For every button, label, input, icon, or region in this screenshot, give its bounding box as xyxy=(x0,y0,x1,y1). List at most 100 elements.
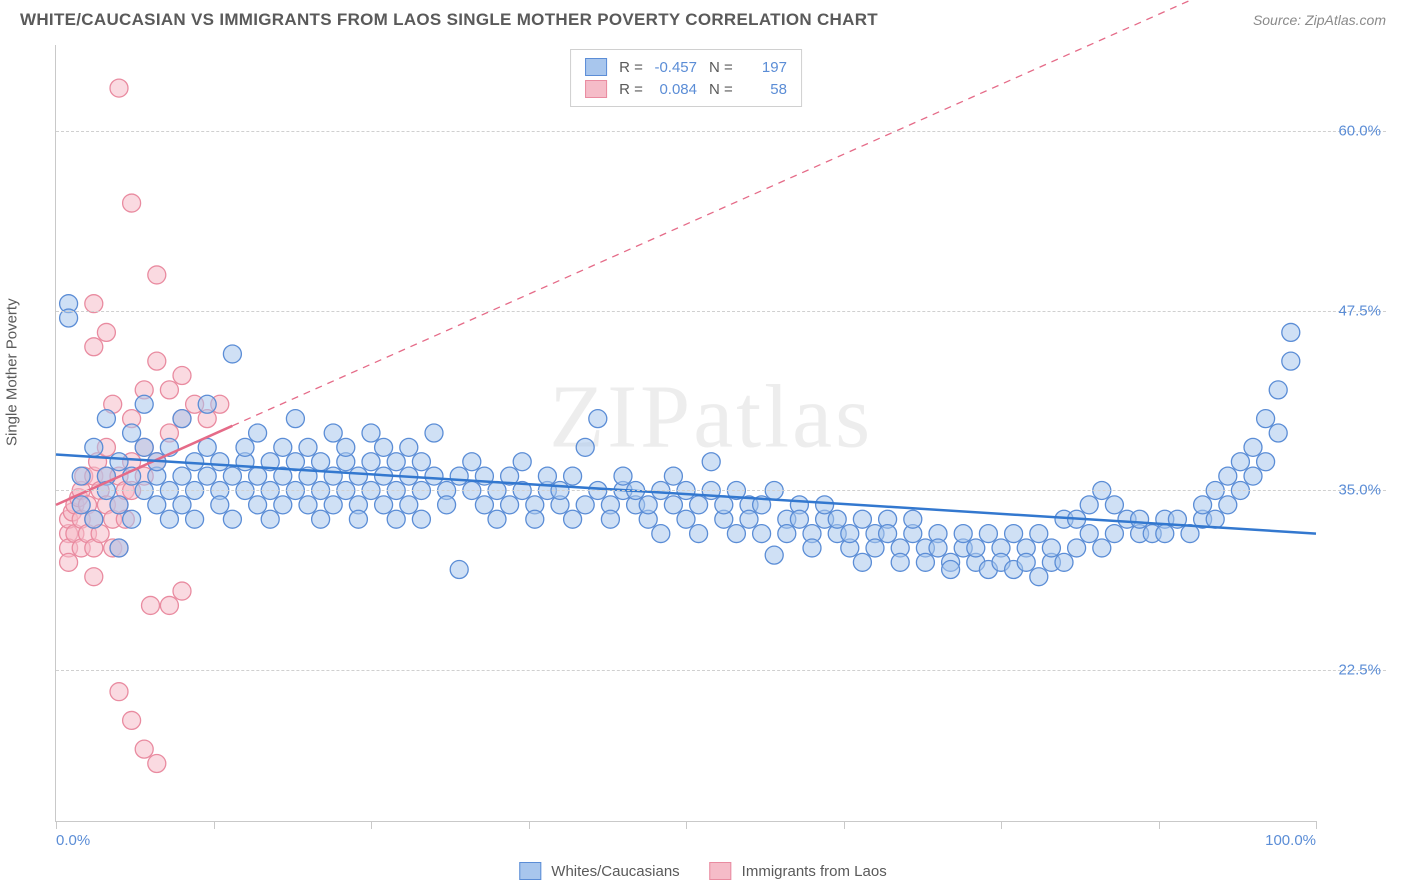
pink-marker xyxy=(85,568,103,586)
blue-marker xyxy=(211,496,229,514)
pink-marker xyxy=(123,711,141,729)
blue-r-value: -0.457 xyxy=(647,59,697,76)
blue-marker xyxy=(816,496,834,514)
blue-marker xyxy=(1105,525,1123,543)
blue-marker xyxy=(362,424,380,442)
blue-marker xyxy=(450,561,468,579)
pink-marker xyxy=(173,582,191,600)
blue-marker xyxy=(488,510,506,528)
blue-marker xyxy=(261,510,279,528)
blue-marker xyxy=(223,510,241,528)
pink-marker xyxy=(148,352,166,370)
blue-marker xyxy=(828,510,846,528)
x-min-label: 0.0% xyxy=(56,832,90,849)
blue-marker xyxy=(173,467,191,485)
blue-marker xyxy=(1269,381,1287,399)
blue-marker xyxy=(715,496,733,514)
pink-marker xyxy=(97,323,115,341)
y-tick-label: 47.5% xyxy=(1338,302,1381,319)
blue-marker xyxy=(690,496,708,514)
x-tick xyxy=(1316,821,1317,829)
blue-marker xyxy=(349,467,367,485)
blue-marker xyxy=(614,467,632,485)
blue-marker xyxy=(929,539,947,557)
blue-marker xyxy=(236,438,254,456)
blue-marker xyxy=(362,453,380,471)
r-label: R = xyxy=(619,59,647,76)
x-max-label: 100.0% xyxy=(1265,832,1316,849)
pink-marker xyxy=(173,367,191,385)
x-tick xyxy=(56,821,57,829)
blue-marker xyxy=(110,453,128,471)
blue-marker xyxy=(1080,525,1098,543)
blue-marker xyxy=(438,496,456,514)
blue-marker xyxy=(664,496,682,514)
blue-marker xyxy=(450,467,468,485)
pink-marker xyxy=(60,553,78,571)
scatter-plot xyxy=(56,45,1316,821)
pink-marker xyxy=(110,683,128,701)
blue-marker xyxy=(1282,323,1300,341)
blue-marker xyxy=(564,467,582,485)
blue-marker xyxy=(891,553,909,571)
blue-marker xyxy=(1231,453,1249,471)
n-label: N = xyxy=(709,81,737,98)
blue-marker xyxy=(223,345,241,363)
pink-marker xyxy=(160,381,178,399)
pink-marker xyxy=(123,194,141,212)
blue-marker xyxy=(1068,539,1086,557)
blue-marker xyxy=(274,496,292,514)
blue-marker xyxy=(249,467,267,485)
blue-marker xyxy=(400,438,418,456)
chart-title: WHITE/CAUCASIAN VS IMMIGRANTS FROM LAOS … xyxy=(20,10,878,30)
blue-marker xyxy=(135,395,153,413)
blue-marker xyxy=(1093,539,1111,557)
legend-row-pink: R = 0.084 N = 58 xyxy=(585,78,787,100)
gridline xyxy=(56,490,1386,491)
blue-marker xyxy=(312,453,330,471)
blue-marker xyxy=(1206,510,1224,528)
blue-marker xyxy=(1194,496,1212,514)
blue-marker xyxy=(1257,410,1275,428)
blue-marker xyxy=(1257,453,1275,471)
blue-marker xyxy=(841,525,859,543)
blue-marker xyxy=(765,546,783,564)
y-tick-label: 22.5% xyxy=(1338,662,1381,679)
blue-marker xyxy=(1131,510,1149,528)
blue-marker xyxy=(249,496,267,514)
pink-marker xyxy=(135,740,153,758)
blue-marker xyxy=(97,410,115,428)
blue-marker xyxy=(639,496,657,514)
blue-marker xyxy=(803,539,821,557)
blue-marker xyxy=(72,496,90,514)
pink-marker xyxy=(85,338,103,356)
blue-marker xyxy=(324,496,342,514)
blue-marker xyxy=(1105,496,1123,514)
series-legend: Whites/Caucasians Immigrants from Laos xyxy=(519,862,886,880)
blue-marker xyxy=(198,395,216,413)
y-axis-label: Single Mother Poverty xyxy=(4,298,21,446)
pink-series-label: Immigrants from Laos xyxy=(742,863,887,880)
x-tick xyxy=(686,821,687,829)
blue-marker xyxy=(652,525,670,543)
y-tick-label: 35.0% xyxy=(1338,482,1381,499)
blue-marker xyxy=(1244,438,1262,456)
blue-marker xyxy=(601,510,619,528)
blue-marker xyxy=(538,467,556,485)
blue-marker xyxy=(853,553,871,571)
blue-marker xyxy=(1042,539,1060,557)
blue-marker xyxy=(1219,467,1237,485)
swatch-pink xyxy=(710,862,732,880)
x-tick xyxy=(1159,821,1160,829)
blue-marker xyxy=(853,510,871,528)
gridline xyxy=(56,670,1386,671)
blue-marker xyxy=(727,525,745,543)
blue-marker xyxy=(274,438,292,456)
blue-marker xyxy=(954,525,972,543)
blue-marker xyxy=(375,496,393,514)
blue-marker xyxy=(1219,496,1237,514)
blue-marker xyxy=(123,424,141,442)
blue-marker xyxy=(400,496,418,514)
blue-marker xyxy=(85,438,103,456)
blue-marker xyxy=(349,510,367,528)
